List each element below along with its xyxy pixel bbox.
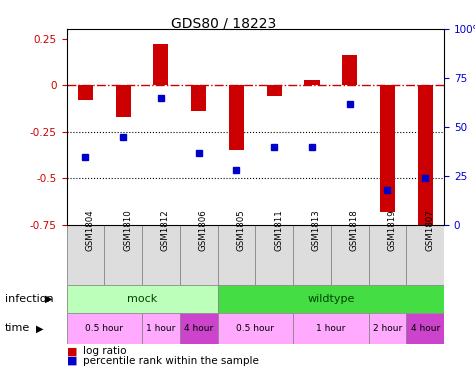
Text: GSM1813: GSM1813 [312,209,321,251]
Text: GSM1819: GSM1819 [388,209,397,251]
Bar [153,44,169,85]
Text: GSM1811: GSM1811 [274,209,283,251]
Bar [293,225,331,285]
Bar [115,85,131,117]
Text: GSM1812: GSM1812 [161,209,170,251]
Bar [229,85,244,150]
Text: 1 hour: 1 hour [146,324,176,333]
Text: 4 hour: 4 hour [184,324,213,333]
Text: GDS80 / 18223: GDS80 / 18223 [171,16,276,30]
Text: GSM1806: GSM1806 [199,209,208,251]
Bar [256,225,293,285]
Text: percentile rank within the sample: percentile rank within the sample [83,355,259,366]
Bar [369,313,407,344]
Bar [407,225,444,285]
Bar [293,313,369,344]
Bar [418,85,433,229]
Bar [342,55,357,85]
Bar [407,313,444,344]
Bar [180,225,218,285]
Bar [304,80,320,85]
Bar [369,225,407,285]
Bar [218,313,293,344]
Text: 4 hour: 4 hour [410,324,440,333]
Text: 1 hour: 1 hour [316,324,345,333]
Text: GSM1807: GSM1807 [425,209,434,251]
Bar [218,225,256,285]
Bar [180,313,218,344]
Bar [142,313,180,344]
Bar [218,285,444,313]
Bar [66,313,142,344]
Bar [380,85,395,212]
Text: 0.5 hour: 0.5 hour [85,324,123,333]
Text: GSM1804: GSM1804 [86,209,95,251]
Bar [66,285,218,313]
Bar [142,225,180,285]
Text: time: time [5,324,30,333]
Text: ▶: ▶ [36,324,43,333]
Bar [78,85,93,100]
Text: GSM1805: GSM1805 [237,209,246,251]
Bar [331,225,369,285]
Text: ■: ■ [66,346,77,356]
Text: GSM1818: GSM1818 [350,209,359,251]
Text: log ratio: log ratio [83,346,127,356]
Text: mock: mock [127,294,157,304]
Text: GSM1810: GSM1810 [123,209,132,251]
Text: ▶: ▶ [45,294,53,304]
Bar [191,85,206,111]
Text: 2 hour: 2 hour [373,324,402,333]
Text: infection: infection [5,294,53,304]
Bar [266,85,282,96]
Text: wildtype: wildtype [307,294,354,304]
Text: 0.5 hour: 0.5 hour [237,324,275,333]
Bar [66,225,104,285]
Text: ■: ■ [66,355,77,366]
Bar [104,225,142,285]
